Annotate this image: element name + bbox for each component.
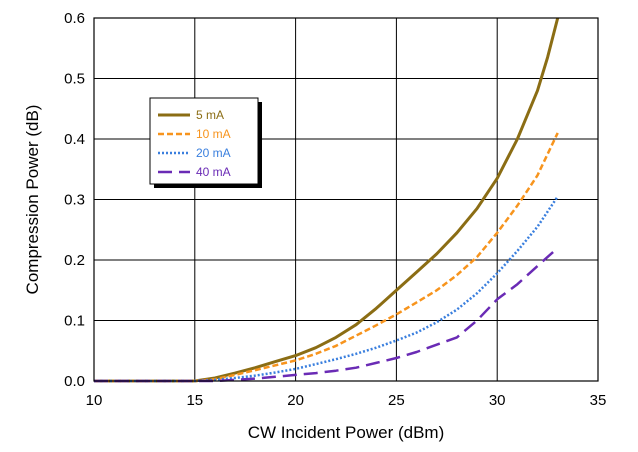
y-tick-label: 0.1 bbox=[64, 313, 85, 330]
x-tick-label: 20 bbox=[287, 392, 304, 409]
x-tick-label: 35 bbox=[590, 392, 607, 409]
series-line-5-ma bbox=[94, 17, 560, 383]
y-tick-labels: 0.0 0.1 0.2 0.3 0.4 0.5 0.6 bbox=[64, 10, 85, 390]
series-lines bbox=[94, 17, 560, 383]
x-tick-label: 30 bbox=[489, 392, 506, 409]
legend-label: 20 mA bbox=[196, 146, 231, 160]
plot-frame bbox=[93, 17, 599, 382]
y-tick-label: 0.0 bbox=[64, 373, 85, 390]
legend-label: 5 mA bbox=[196, 108, 224, 122]
legend-label: 10 mA bbox=[196, 127, 231, 141]
series-line-20-ma bbox=[94, 195, 559, 383]
y-tick-label: 0.5 bbox=[64, 71, 85, 88]
y-tick-label: 0.3 bbox=[64, 192, 85, 209]
x-tick-label: 10 bbox=[86, 392, 103, 409]
series-line-10-ma bbox=[94, 132, 559, 383]
x-tick-label: 15 bbox=[186, 392, 203, 409]
x-tick-label: 25 bbox=[388, 392, 405, 409]
legend: 5 mA 10 mA 20 mA 40 mA bbox=[149, 97, 262, 188]
y-tick-label: 0.2 bbox=[64, 252, 85, 269]
y-tick-label: 0.4 bbox=[64, 131, 85, 148]
y-tick-label: 0.6 bbox=[64, 10, 85, 27]
legend-box bbox=[149, 97, 259, 185]
series-line-40-ma bbox=[94, 246, 559, 383]
y-axis-title: Compression Power (dB) bbox=[23, 105, 42, 295]
legend-label: 40 mA bbox=[196, 165, 231, 179]
x-tick-labels: 10 15 20 25 30 35 bbox=[86, 392, 607, 409]
x-axis-title: CW Incident Power (dBm) bbox=[248, 423, 445, 442]
